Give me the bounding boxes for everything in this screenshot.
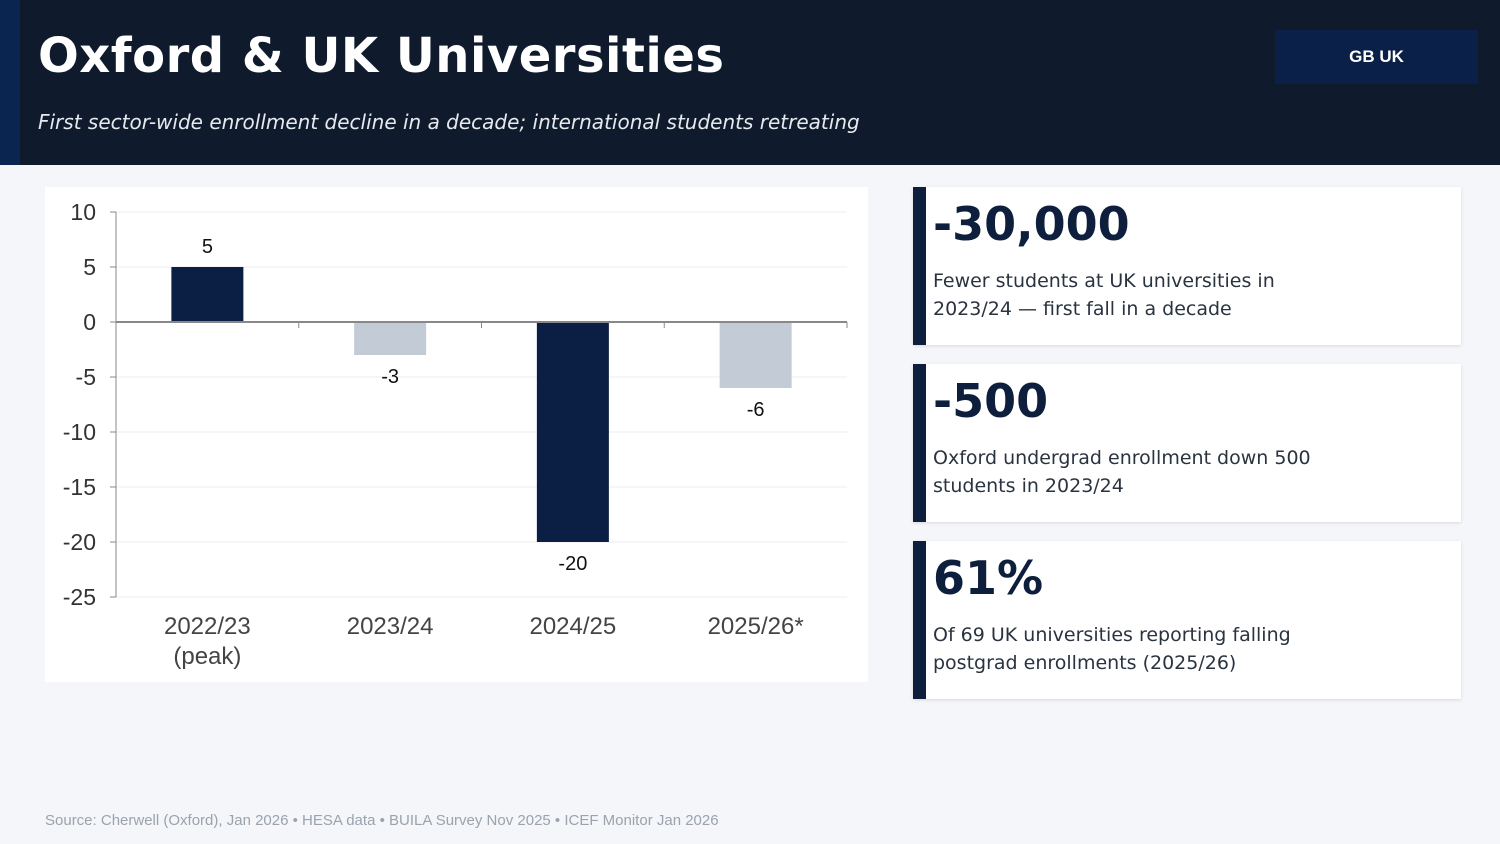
bar [171, 267, 244, 322]
chart-panel: 10 5 0 -5 -10 -15 -20 -25 5 2022/23 (peak) -3 2023/2… [45, 187, 868, 682]
stat-card: -500 Oxford undergrad enrollment down 50… [913, 364, 1461, 522]
stat-description: Of 69 UK universities reporting falling … [933, 624, 1291, 674]
accent-bar [0, 0, 20, 165]
page-subtitle: First sector-wide enrollment decline in … [38, 110, 860, 134]
bar [354, 322, 427, 355]
x-tick-label: 2022/23 [164, 613, 251, 640]
y-tick-label: -10 [63, 419, 96, 445]
y-tick-label: 10 [70, 199, 96, 225]
x-tick-label: 2023/24 [347, 613, 434, 640]
data-label: -6 [747, 399, 765, 421]
country-badge: GB UK [1275, 30, 1478, 84]
bar [536, 322, 609, 542]
data-label: -3 [381, 366, 399, 388]
header: Oxford & UK Universities First sector-wi… [0, 0, 1500, 165]
source-note: Source: Cherwell (Oxford), Jan 2026 • HE… [45, 812, 719, 829]
y-tick-label: -25 [63, 584, 96, 610]
y-tick-label: -20 [63, 529, 96, 555]
stat-description: Fewer students at UK universities in 202… [933, 270, 1275, 320]
stat-value: -30,000 [933, 197, 1130, 251]
data-label: 5 [202, 236, 213, 258]
stat-value: -500 [933, 374, 1049, 428]
x-tick-label: 2025/26* [708, 613, 804, 640]
x-tick-label: (peak) [173, 643, 241, 670]
y-tick-label: -5 [76, 364, 96, 390]
y-tick-label: 5 [83, 254, 96, 280]
page-title: Oxford & UK Universities [38, 28, 725, 84]
bar-chart: 10 5 0 -5 -10 -15 -20 -25 5 2022/23 (peak) -3 2023/2… [63, 199, 848, 670]
stat-card: 61% Of 69 UK universities reporting fall… [913, 541, 1461, 699]
stat-value: 61% [933, 551, 1044, 605]
bar [719, 322, 792, 388]
y-tick-label: -15 [63, 474, 96, 500]
stat-card: -30,000 Fewer students at UK universitie… [913, 187, 1461, 345]
x-tick-label: 2024/25 [529, 613, 616, 640]
y-tick-label: 0 [83, 309, 96, 335]
data-label: -20 [558, 553, 587, 575]
stat-description: Oxford undergrad enrollment down 500 stu… [933, 447, 1311, 497]
